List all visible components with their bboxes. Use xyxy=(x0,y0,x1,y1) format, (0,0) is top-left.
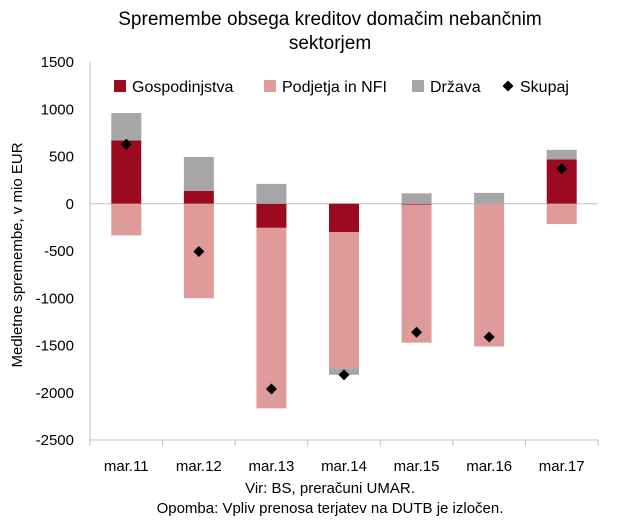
legend-label: Država xyxy=(430,79,481,96)
bar-segment xyxy=(474,203,505,347)
legend-label: Podjetja in NFI xyxy=(282,79,387,96)
y-tick-label: 1000 xyxy=(41,101,74,118)
footnote: Opomba: Vpliv prenosa terjatev na DUTB j… xyxy=(156,500,504,517)
x-tick-label: mar.16 xyxy=(466,458,512,475)
bar-segment xyxy=(329,203,359,233)
bar-segment xyxy=(401,193,432,204)
chart-title: Spremembe obsega kreditov domačim nebanč… xyxy=(118,9,542,54)
bar-segment xyxy=(401,203,432,205)
legend-swatch xyxy=(502,80,514,92)
legend-label: Skupaj xyxy=(520,79,569,96)
x-tick-label: mar.15 xyxy=(394,458,440,475)
y-tick-label: -500 xyxy=(44,243,74,260)
x-tick-label: mar.14 xyxy=(321,458,367,475)
bar-segment xyxy=(474,192,505,204)
bar-segment xyxy=(256,203,287,228)
total-marker xyxy=(265,383,277,395)
bar-segment xyxy=(111,140,142,204)
y-tick-label: 500 xyxy=(49,149,74,166)
y-tick-label: 1500 xyxy=(41,54,74,71)
y-tick-label: -1500 xyxy=(36,338,74,355)
legend-swatch xyxy=(114,80,126,92)
total-marker xyxy=(411,326,423,338)
bar-segment xyxy=(183,190,214,204)
y-tick-label: -1000 xyxy=(36,290,74,307)
bar-segment xyxy=(256,183,287,204)
bar-segment xyxy=(111,203,142,236)
x-tick-label: mar.11 xyxy=(104,458,149,475)
x-tick-label: mar.17 xyxy=(539,458,585,475)
bar-segment xyxy=(111,113,142,141)
total-marker xyxy=(193,245,205,257)
bar-segment xyxy=(256,227,287,409)
y-tick-label: -2000 xyxy=(36,385,74,402)
bar-segment xyxy=(183,156,214,191)
y-tick-label: -2500 xyxy=(36,432,74,449)
legend-label: Gospodinjstva xyxy=(132,79,233,96)
total-marker xyxy=(483,331,495,343)
source-note: Vir: BS, preračuni UMAR. xyxy=(245,480,415,497)
total-marker xyxy=(556,163,568,175)
total-marker xyxy=(120,138,132,150)
bar-segment xyxy=(401,204,432,343)
x-tick-label: mar.13 xyxy=(248,458,294,475)
y-tick-label: 0 xyxy=(66,196,74,213)
legend-swatch xyxy=(264,80,276,92)
y-axis-label: Medletne spremembe, v mio EUR xyxy=(9,142,26,367)
bar-segment xyxy=(329,232,359,369)
bar-segment xyxy=(546,203,577,225)
total-marker xyxy=(338,369,350,381)
bar-segment xyxy=(546,149,577,160)
x-tick-label: mar.12 xyxy=(176,458,222,475)
legend-swatch xyxy=(412,80,424,92)
